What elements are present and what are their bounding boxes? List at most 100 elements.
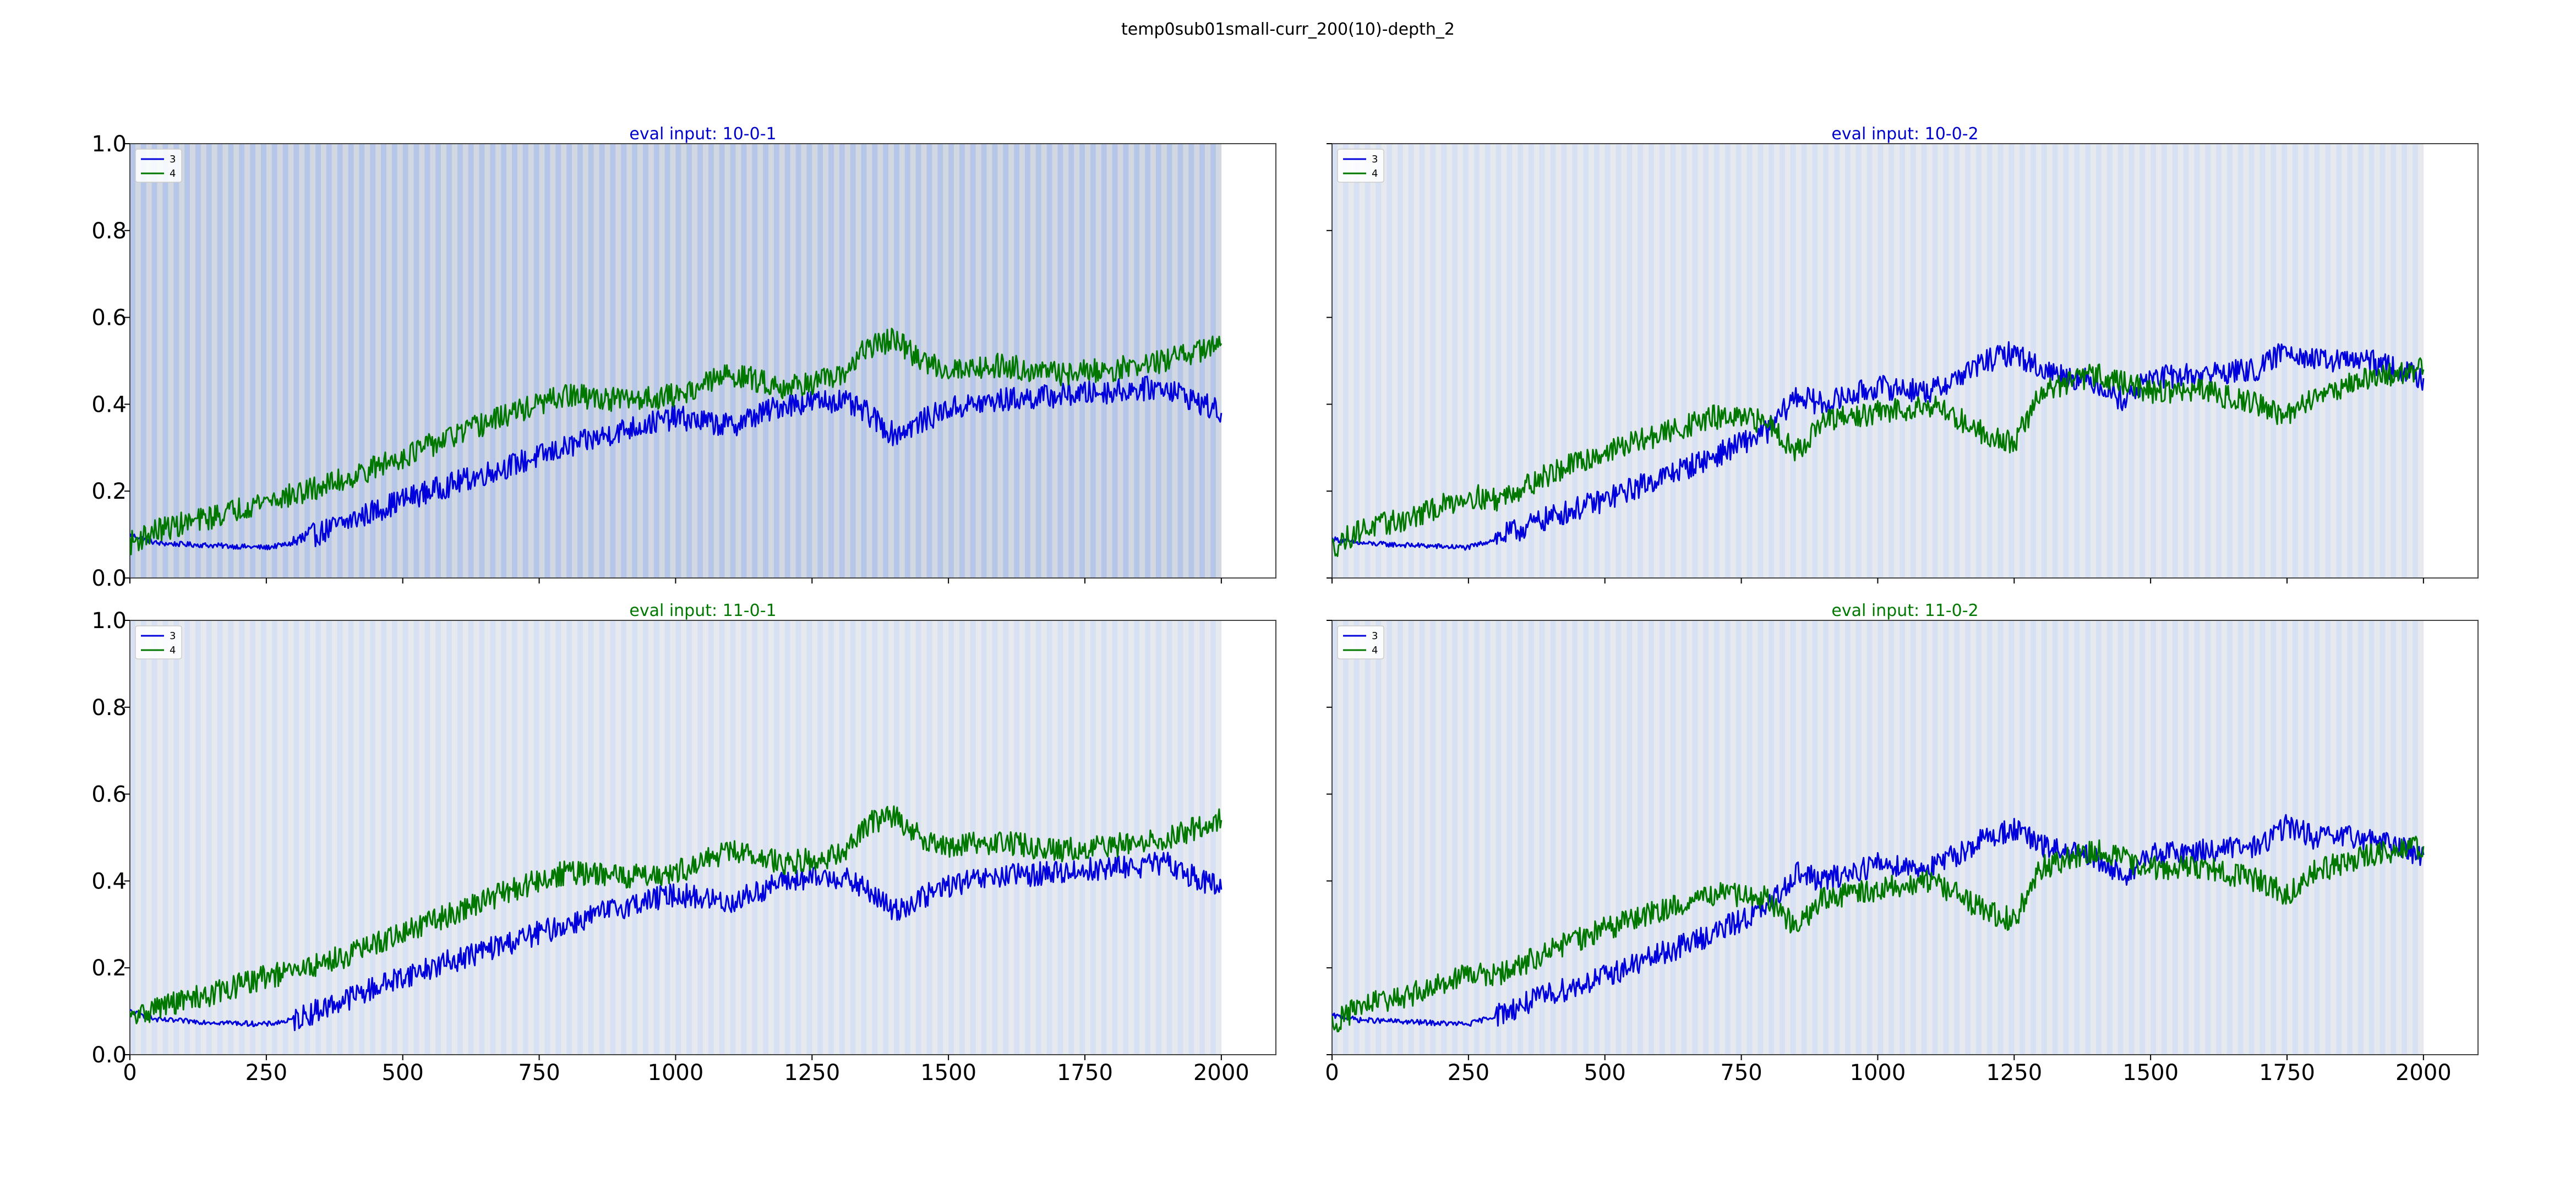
band [2117,620,2124,1055]
band [964,144,971,578]
band [855,144,861,578]
band [1441,620,1447,1055]
band [2402,144,2408,578]
series-group [130,328,1222,555]
band [986,620,992,1055]
band [1790,620,1797,1055]
band [1008,144,1014,578]
band [206,144,212,578]
band [1709,144,1715,578]
band [1970,620,1977,1055]
band [1003,144,1009,578]
band [768,144,774,578]
band [593,620,599,1055]
band [1452,620,1458,1055]
band [370,144,376,578]
band [266,144,272,578]
band [1365,144,1371,578]
band [588,620,594,1055]
band [179,620,185,1055]
band [943,144,949,578]
band [1588,144,1595,578]
band [1604,144,1611,578]
band [1926,144,1933,578]
band [844,620,850,1055]
band [599,620,605,1055]
band [2140,620,2146,1055]
band [915,620,921,1055]
band [2156,144,2162,578]
band [140,144,147,578]
band [1342,620,1349,1055]
band [386,620,392,1055]
band [839,620,845,1055]
band [1687,144,1693,578]
y-tick-label: 0.8 [91,219,127,244]
band [1512,620,1518,1055]
band [1593,620,1600,1055]
band [1649,144,1655,578]
band [1068,144,1074,578]
x-tick-label: 1000 [1850,1060,1906,1086]
band [1533,144,1540,578]
band [659,620,665,1055]
band [844,144,850,578]
band [1205,620,1211,1055]
band [1883,144,1889,578]
band [1844,620,1851,1055]
band [1342,144,1349,578]
band [692,144,698,578]
y-tick-label: 0.0 [91,1043,127,1068]
band [795,144,801,578]
band [512,144,518,578]
band [446,620,452,1055]
x-tick-label: 1250 [784,1060,840,1086]
band [992,144,998,578]
band [719,620,725,1055]
band [2129,620,2135,1055]
band [2396,620,2402,1055]
band [2237,620,2244,1055]
band [1850,144,1857,578]
band [1588,620,1595,1055]
band [1019,620,1025,1055]
band [681,144,687,578]
band [2297,620,2304,1055]
legend-label: 4 [1372,168,1378,179]
band [1030,144,1036,578]
band [697,620,703,1055]
band [135,620,141,1055]
band [730,144,736,578]
band [577,144,583,578]
band [1128,144,1134,578]
plot-frame [129,143,1276,579]
band [457,620,463,1055]
legend: 34 [1337,149,1384,183]
band [190,620,196,1055]
band [168,144,174,578]
band [1550,144,1556,578]
background-bands [1332,620,2424,1055]
band [1561,144,1567,578]
band [484,620,490,1055]
band [1376,620,1382,1055]
band [1894,620,1900,1055]
band [168,620,174,1055]
series-line-3 [1332,814,2425,1027]
band [550,144,556,578]
band [801,144,807,578]
band [430,620,436,1055]
band [1567,144,1573,578]
band [1035,620,1041,1055]
band [1616,620,1622,1055]
band [981,144,987,578]
band [1812,144,1818,578]
band [1397,620,1404,1055]
band [593,144,599,578]
band [419,144,425,578]
band [1101,144,1107,578]
band [1090,144,1096,578]
band [2096,620,2102,1055]
band [708,144,714,578]
band [1905,620,1911,1055]
